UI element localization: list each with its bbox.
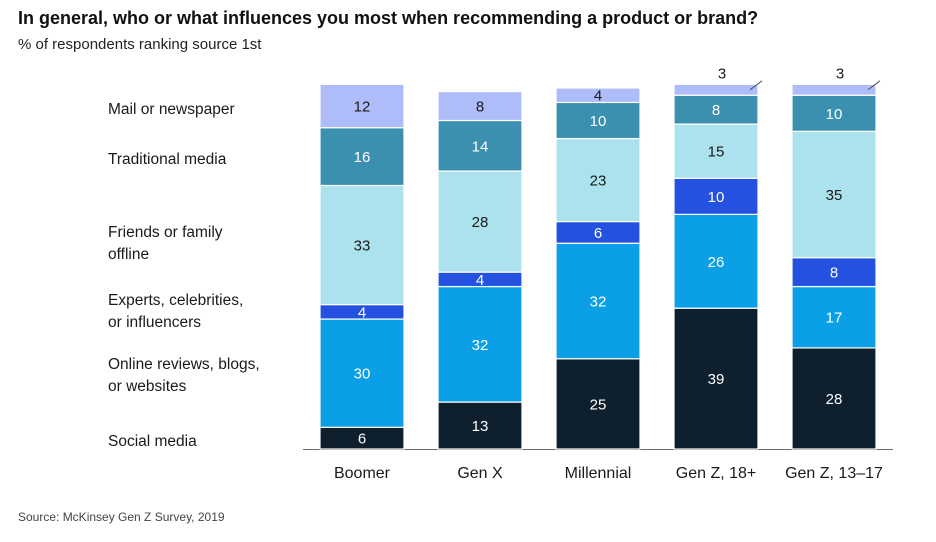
data-label: 8 — [712, 102, 720, 119]
data-label-callout: 3 — [836, 65, 844, 82]
bar-segment — [791, 94, 877, 132]
bar-segment — [437, 119, 523, 172]
data-label: 8 — [830, 265, 838, 282]
data-label: 4 — [358, 304, 366, 321]
data-label: 10 — [826, 106, 843, 123]
legend-item: Traditional media — [108, 151, 227, 168]
legend-item: Online reviews, blogs, or websites — [108, 356, 260, 395]
bar-segment — [555, 137, 641, 223]
bar-segment — [673, 177, 759, 215]
data-label: 8 — [476, 99, 484, 116]
bar-segment — [555, 242, 641, 360]
data-label: 35 — [826, 187, 843, 204]
data-label: 23 — [590, 173, 607, 190]
data-label: 14 — [472, 138, 489, 155]
data-label: 4 — [594, 88, 602, 105]
bar-segment — [673, 213, 759, 309]
bar-segment — [673, 83, 759, 96]
bar-segment — [791, 347, 877, 450]
chart-title: In general, who or what influences you m… — [18, 8, 759, 28]
bar-segment — [555, 101, 641, 140]
bar-segment — [673, 307, 759, 450]
x-tick-label: Gen X — [457, 465, 503, 482]
legend-item: Friends or family offline — [108, 224, 223, 263]
x-tick-label: Boomer — [334, 465, 391, 482]
data-label: 13 — [472, 418, 489, 435]
data-label: 6 — [358, 431, 366, 448]
data-label: 4 — [476, 272, 484, 289]
data-label: 39 — [708, 371, 725, 388]
data-label: 6 — [594, 225, 602, 242]
chart-subtitle: % of respondents ranking source 1st — [18, 36, 262, 53]
data-label: 15 — [708, 144, 725, 161]
bar-segment — [673, 123, 759, 179]
data-label: 16 — [354, 149, 371, 166]
legend-item: Social media — [108, 433, 197, 450]
data-label: 25 — [590, 396, 607, 413]
data-label: 28 — [826, 391, 843, 408]
legend-item: Experts, celebrities, or influencers — [108, 292, 244, 331]
data-label: 28 — [472, 214, 489, 231]
bar-segment — [319, 83, 405, 129]
data-label: 32 — [472, 337, 489, 354]
bar-segment — [791, 257, 877, 288]
bar-segment — [437, 170, 523, 273]
bar-segment — [319, 318, 405, 428]
bar-segment — [319, 184, 405, 306]
data-label: 33 — [354, 238, 371, 255]
x-tick-label: Gen Z, 13–17 — [785, 465, 883, 482]
bar-segment — [791, 83, 877, 96]
data-label: 26 — [708, 254, 725, 271]
callout-leader — [749, 80, 763, 91]
data-label: 10 — [590, 113, 607, 130]
x-tick-label: Millennial — [565, 465, 632, 482]
bar-segment — [555, 358, 641, 450]
bar-segment — [437, 91, 523, 122]
callout-leader — [867, 80, 881, 91]
bar-segment — [555, 87, 641, 104]
bar-segment — [791, 285, 877, 349]
data-label: 32 — [590, 293, 607, 310]
data-label: 12 — [354, 99, 371, 116]
bar-segment — [437, 285, 523, 403]
data-label: 30 — [354, 366, 371, 383]
bar-segment — [673, 94, 759, 125]
data-label-callout: 3 — [718, 65, 726, 82]
legend-item: Mail or newspaper — [108, 101, 235, 118]
source-note: Source: McKinsey Gen Z Survey, 2019 — [18, 510, 225, 524]
x-tick-label: Gen Z, 18+ — [676, 465, 757, 482]
data-label: 10 — [708, 189, 725, 206]
data-label: 17 — [826, 310, 843, 327]
